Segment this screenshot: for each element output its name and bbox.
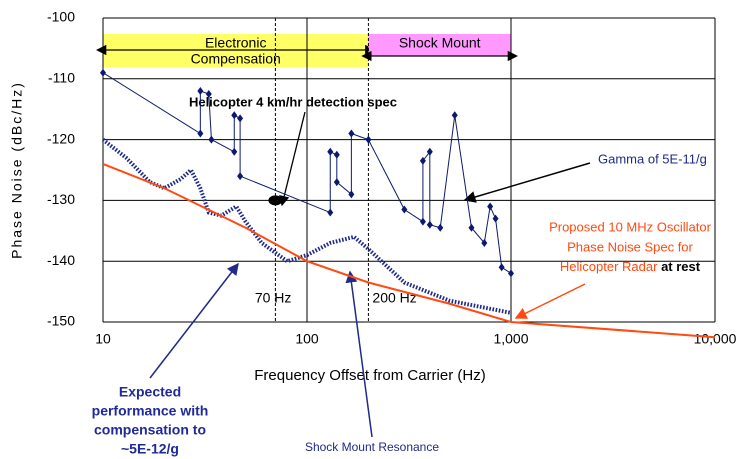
expected-label: compensation to xyxy=(94,422,206,438)
data-point xyxy=(237,114,244,123)
data-point xyxy=(231,147,238,156)
arrow xyxy=(345,270,373,438)
data-point xyxy=(508,269,514,278)
series-line xyxy=(102,162,716,339)
arrow xyxy=(149,262,239,379)
y-tick-label: -140 xyxy=(47,252,75,268)
region-label: Electronic xyxy=(205,35,266,51)
data-point xyxy=(426,220,433,229)
data-point xyxy=(327,147,334,156)
spec-label: Phase Noise Spec for xyxy=(567,239,693,254)
data-point xyxy=(437,223,444,232)
data-point xyxy=(327,208,334,217)
y-tick-label: -130 xyxy=(47,191,75,207)
gamma-label: Gamma of 5E-11/g xyxy=(598,151,707,166)
data-point xyxy=(208,135,215,144)
data-point xyxy=(468,223,475,232)
data-point xyxy=(197,86,204,95)
data-point xyxy=(401,205,408,214)
data-point xyxy=(487,202,494,211)
data-point xyxy=(498,263,505,272)
data-point xyxy=(451,111,458,120)
y-tick-label: -100 xyxy=(47,9,75,25)
expected-label: performance with xyxy=(92,403,209,419)
data-point xyxy=(481,238,488,247)
spec-label-part: Helicopter Radar xyxy=(560,259,658,274)
spec-point xyxy=(268,195,283,206)
spec-label: Proposed 10 MHz Oscillator xyxy=(549,219,712,234)
y-tick-label: -110 xyxy=(48,70,75,86)
expected-label: Expected xyxy=(119,384,181,400)
spec-label: Helicopter Radar at rest xyxy=(560,259,701,274)
marker-line-label: 200 Hz xyxy=(372,290,416,306)
data-point xyxy=(348,129,355,138)
region-label: Compensation xyxy=(191,51,281,67)
arrow xyxy=(463,162,591,203)
arrow xyxy=(514,283,586,319)
region-label: Shock Mount xyxy=(399,35,481,51)
x-axis-label: Frequency Offset from Carrier (Hz) xyxy=(254,367,485,384)
region xyxy=(368,34,511,56)
data-point xyxy=(348,190,355,199)
resonance-label: Shock Mount Resonance xyxy=(305,440,439,454)
x-tick-label: 1,000 xyxy=(493,331,528,347)
arrow xyxy=(279,111,306,207)
y-tick-label: -120 xyxy=(47,130,75,146)
point-label: Helicopter 4 km/hr detection spec xyxy=(189,94,397,109)
x-tick-label: 10 xyxy=(95,331,111,347)
x-tick-label: 10,000 xyxy=(694,331,737,347)
background-layer xyxy=(95,17,716,323)
data-point xyxy=(426,147,433,156)
data-point xyxy=(333,150,340,159)
data-point xyxy=(419,217,426,226)
data-point xyxy=(231,111,238,120)
expected-label: ~5E-12/g xyxy=(121,441,179,457)
y-axis-label: Phase Noise (dBc/Hz) xyxy=(9,81,25,259)
spec-label-part: at rest xyxy=(661,259,701,274)
x-tick-label: 100 xyxy=(295,331,319,347)
data-point xyxy=(205,90,212,98)
data-point xyxy=(333,178,340,187)
data-point xyxy=(197,129,204,138)
data-point xyxy=(492,214,499,223)
y-tick-label: -150 xyxy=(47,313,75,329)
data-point xyxy=(100,68,106,77)
data-point xyxy=(419,156,426,165)
marker-line-label: 70 Hz xyxy=(255,290,292,306)
data-point xyxy=(365,135,372,144)
data-point xyxy=(237,172,244,181)
